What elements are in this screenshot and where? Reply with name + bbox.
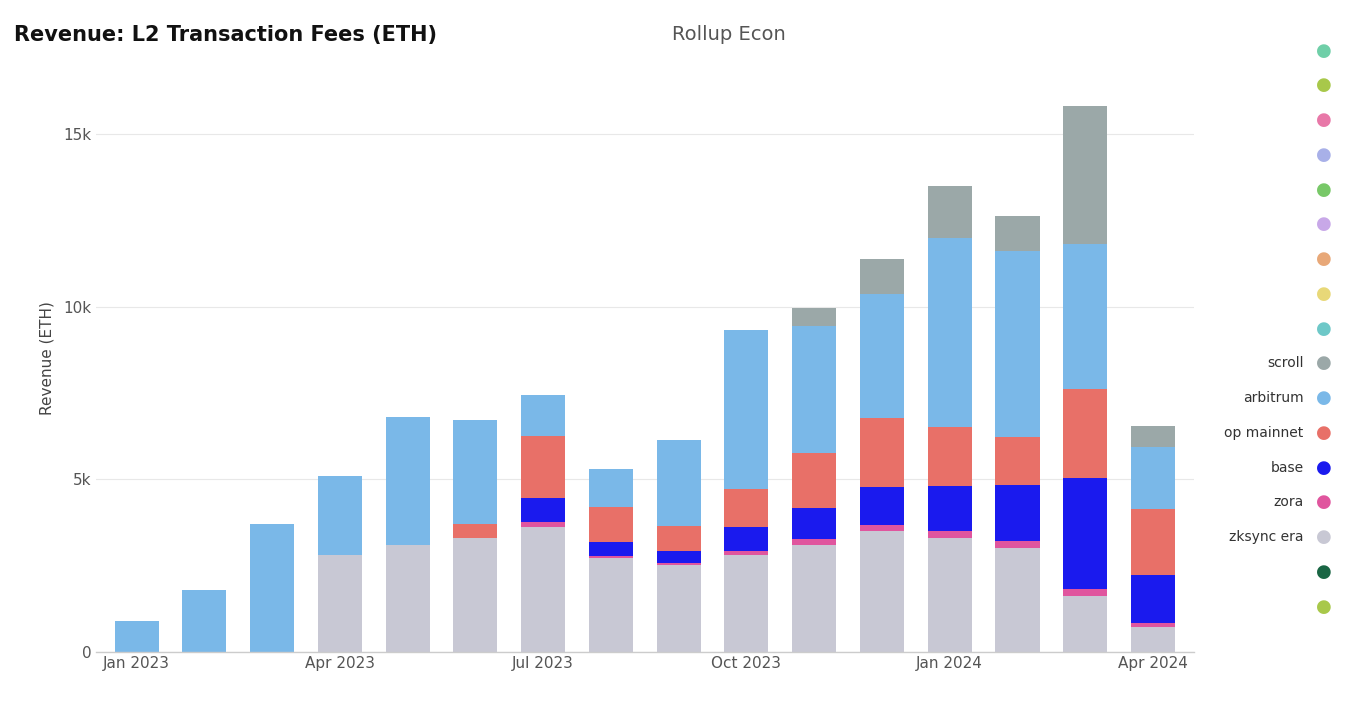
Bar xyxy=(521,522,565,527)
Text: ●: ● xyxy=(1316,390,1332,407)
Bar xyxy=(792,453,837,508)
Bar xyxy=(115,620,159,652)
Bar xyxy=(1131,575,1174,623)
Text: ●: ● xyxy=(1316,459,1332,476)
Bar xyxy=(724,555,768,652)
Bar xyxy=(182,589,226,652)
Bar xyxy=(927,538,971,652)
Bar xyxy=(927,237,971,427)
Text: ●: ● xyxy=(1316,111,1332,129)
Bar xyxy=(1063,106,1107,244)
Bar xyxy=(453,524,498,538)
Text: ●: ● xyxy=(1316,529,1332,546)
Bar xyxy=(927,486,971,531)
Bar xyxy=(589,558,632,652)
Text: ●: ● xyxy=(1316,42,1332,59)
Text: ●: ● xyxy=(1316,285,1332,303)
Bar xyxy=(318,555,362,652)
Text: op mainnet: op mainnet xyxy=(1224,426,1303,440)
Text: ●: ● xyxy=(1316,424,1332,442)
Text: arbitrum: arbitrum xyxy=(1243,391,1303,405)
Text: ●: ● xyxy=(1316,216,1332,233)
Bar xyxy=(1063,244,1107,389)
Bar xyxy=(996,251,1040,437)
Bar xyxy=(1131,447,1174,509)
Bar xyxy=(1063,589,1107,597)
Bar xyxy=(453,538,498,652)
Bar xyxy=(1131,509,1174,575)
Bar xyxy=(1063,479,1107,589)
Bar xyxy=(589,469,632,508)
Bar xyxy=(589,542,632,556)
Text: Rollup Econ: Rollup Econ xyxy=(672,25,786,44)
Text: scroll: scroll xyxy=(1266,356,1303,371)
Bar xyxy=(860,259,904,293)
Bar xyxy=(657,440,701,526)
Bar xyxy=(792,508,837,539)
Bar xyxy=(657,563,701,565)
Bar xyxy=(657,526,701,550)
Bar xyxy=(1131,628,1174,652)
Bar xyxy=(724,527,768,551)
Bar xyxy=(996,216,1040,251)
Text: Revenue: L2 Transaction Fees (ETH): Revenue: L2 Transaction Fees (ETH) xyxy=(14,25,436,46)
Bar xyxy=(927,531,971,538)
Bar xyxy=(386,417,429,544)
Text: ●: ● xyxy=(1316,563,1332,581)
Text: base: base xyxy=(1270,460,1303,475)
Text: ●: ● xyxy=(1316,355,1332,372)
Text: zora: zora xyxy=(1273,495,1303,510)
Bar xyxy=(250,524,294,652)
Text: ●: ● xyxy=(1316,251,1332,268)
Bar xyxy=(724,330,768,489)
Bar xyxy=(1131,426,1174,447)
Bar xyxy=(724,551,768,555)
Bar xyxy=(860,531,904,652)
Bar xyxy=(996,548,1040,652)
Bar xyxy=(386,544,429,652)
Bar xyxy=(521,498,565,522)
Bar xyxy=(724,489,768,527)
Bar xyxy=(1063,597,1107,652)
Bar xyxy=(792,544,837,652)
Bar xyxy=(927,186,971,237)
Text: zksync era: zksync era xyxy=(1229,530,1303,544)
Text: ●: ● xyxy=(1316,320,1332,337)
Bar xyxy=(860,418,904,487)
Bar xyxy=(860,293,904,418)
Text: ●: ● xyxy=(1316,181,1332,198)
Bar xyxy=(657,565,701,652)
Bar xyxy=(521,527,565,652)
Text: ●: ● xyxy=(1316,598,1332,615)
Bar xyxy=(927,427,971,486)
Bar xyxy=(453,421,498,524)
Bar xyxy=(792,326,837,453)
Bar xyxy=(521,395,565,436)
Text: ●: ● xyxy=(1316,146,1332,164)
Bar xyxy=(996,485,1040,541)
Bar xyxy=(860,525,904,531)
Bar xyxy=(860,487,904,525)
Bar xyxy=(996,541,1040,548)
Bar xyxy=(792,539,837,544)
Bar xyxy=(589,508,632,542)
Bar xyxy=(1131,623,1174,628)
Bar xyxy=(657,550,701,563)
Bar xyxy=(996,437,1040,485)
Bar xyxy=(792,308,837,326)
Y-axis label: Revenue (ETH): Revenue (ETH) xyxy=(40,301,55,416)
Bar xyxy=(521,436,565,498)
Bar xyxy=(318,476,362,555)
Text: ●: ● xyxy=(1316,77,1332,94)
Bar xyxy=(1063,389,1107,479)
Bar xyxy=(589,556,632,558)
Text: ●: ● xyxy=(1316,494,1332,511)
